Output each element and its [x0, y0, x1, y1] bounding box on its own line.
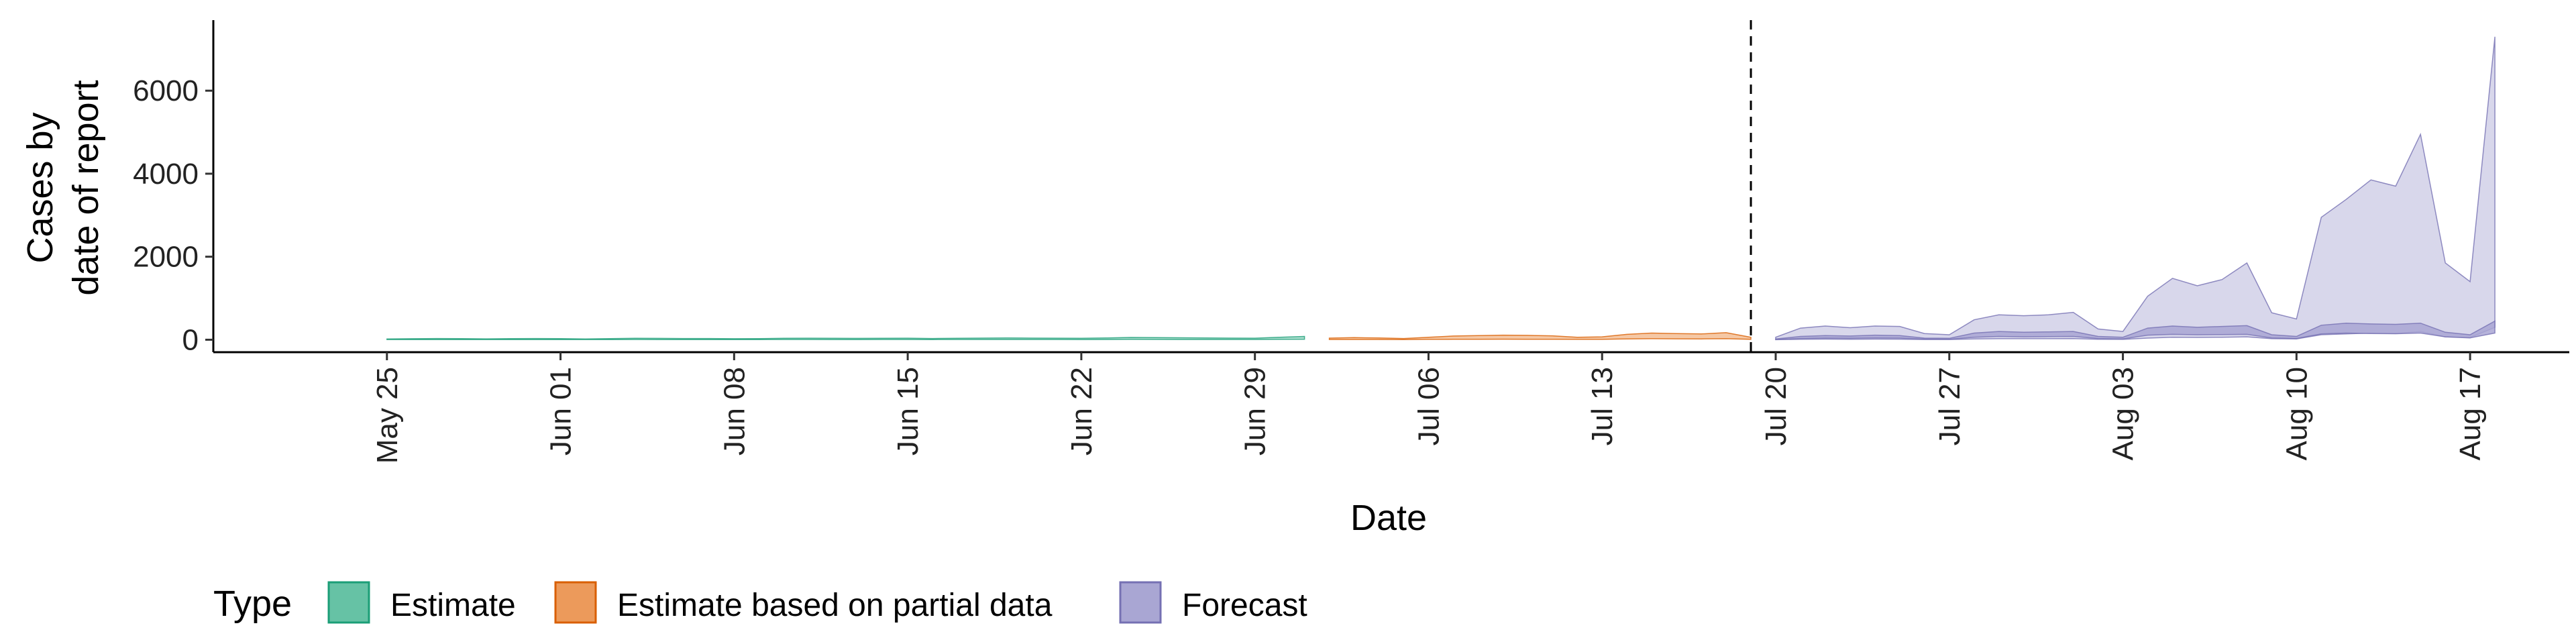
y-tick-label: 0	[182, 323, 199, 356]
y-axis-title-line-2: date of report	[66, 80, 106, 295]
x-tick-label: May 25	[371, 367, 404, 464]
x-tick-label: Jul 13	[1586, 367, 1619, 445]
y-tick-label: 2000	[133, 241, 199, 274]
x-tick-label: Jun 15	[892, 367, 924, 455]
x-axis-title: Date	[1350, 498, 1427, 538]
x-tick-label: Jul 20	[1760, 367, 1792, 445]
plot-area	[386, 20, 2496, 352]
legend-entry-label: Estimate	[390, 588, 516, 623]
forecast-inner-band	[1775, 320, 2496, 340]
legend-key-swatch	[327, 581, 370, 624]
x-tick-label: Jul 27	[1933, 367, 1966, 445]
x-tick-label: Jun 22	[1065, 367, 1098, 455]
y-axis: 0 2000 4000 6000	[133, 20, 215, 356]
partial-estimate-band	[1328, 332, 1752, 340]
x-tick-label: Aug 03	[2107, 367, 2140, 460]
forecast-outer-band	[1775, 36, 2496, 341]
legend-entry-label: Forecast	[1182, 588, 1307, 623]
legend-entry-label: Estimate based on partial data	[617, 588, 1053, 623]
x-tick-label: Aug 10	[2280, 367, 2313, 460]
y-axis-title-line-1: Cases by	[20, 112, 60, 263]
y-tick-label: 6000	[133, 74, 199, 107]
y-tick-label: 4000	[133, 158, 199, 191]
y-axis-title: Cases by date of report	[20, 80, 106, 295]
legend-key-swatch	[554, 581, 597, 624]
x-tick-label: Aug 17	[2454, 367, 2487, 460]
legend-key-swatch	[1119, 581, 1162, 624]
x-tick-label: Jun 29	[1239, 367, 1272, 455]
x-tick-label: Jun 08	[718, 367, 751, 455]
legend: Type Estimate Estimate based on partial d…	[213, 581, 1307, 624]
x-axis: May 25 Jun 01 Jun 08 Jun 15 Jun 22 Jun 29 Jul …	[213, 351, 2569, 464]
x-tick-label: Jun 01	[545, 367, 578, 455]
legend-title: Type	[213, 584, 292, 624]
x-tick-label: Jul 06	[1412, 367, 1445, 445]
estimate-band	[386, 335, 1305, 341]
